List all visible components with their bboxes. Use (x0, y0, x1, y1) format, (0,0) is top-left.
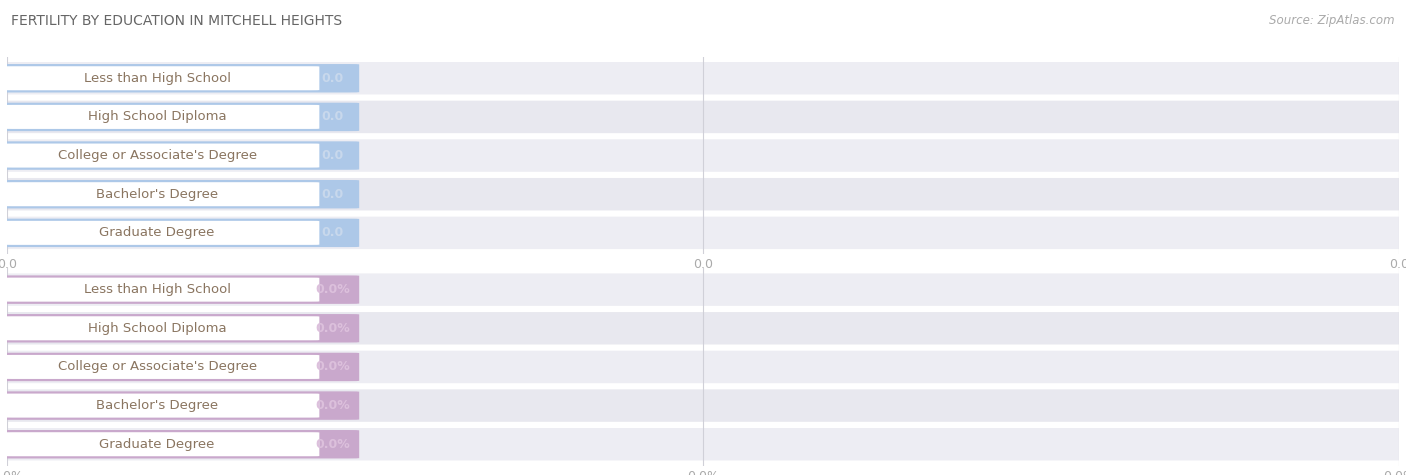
Text: 0.0: 0.0 (322, 227, 344, 239)
Text: FERTILITY BY EDUCATION IN MITCHELL HEIGHTS: FERTILITY BY EDUCATION IN MITCHELL HEIGH… (11, 14, 343, 28)
FancyBboxPatch shape (0, 430, 359, 458)
Text: Bachelor's Degree: Bachelor's Degree (96, 399, 218, 412)
FancyBboxPatch shape (7, 139, 1399, 172)
FancyBboxPatch shape (7, 351, 1399, 383)
FancyBboxPatch shape (7, 390, 1399, 422)
FancyBboxPatch shape (4, 221, 319, 245)
FancyBboxPatch shape (4, 66, 319, 90)
Text: High School Diploma: High School Diploma (87, 110, 226, 124)
Text: Source: ZipAtlas.com: Source: ZipAtlas.com (1270, 14, 1395, 27)
Text: Graduate Degree: Graduate Degree (100, 438, 215, 451)
Text: 0.0: 0.0 (322, 149, 344, 162)
FancyBboxPatch shape (7, 217, 1399, 249)
FancyBboxPatch shape (4, 432, 319, 456)
Text: 0.0%: 0.0% (315, 399, 350, 412)
Text: 0.0: 0.0 (322, 72, 344, 85)
FancyBboxPatch shape (0, 353, 359, 381)
FancyBboxPatch shape (4, 105, 319, 129)
Text: Bachelor's Degree: Bachelor's Degree (96, 188, 218, 201)
Text: College or Associate's Degree: College or Associate's Degree (58, 361, 257, 373)
FancyBboxPatch shape (0, 103, 359, 131)
FancyBboxPatch shape (0, 218, 359, 247)
FancyBboxPatch shape (0, 180, 359, 209)
Text: Graduate Degree: Graduate Degree (100, 227, 215, 239)
FancyBboxPatch shape (7, 274, 1399, 306)
FancyBboxPatch shape (4, 143, 319, 168)
FancyBboxPatch shape (7, 101, 1399, 133)
FancyBboxPatch shape (4, 277, 319, 302)
FancyBboxPatch shape (0, 391, 359, 420)
Text: High School Diploma: High School Diploma (87, 322, 226, 335)
Text: Less than High School: Less than High School (83, 283, 231, 296)
Text: 0.0%: 0.0% (315, 322, 350, 335)
FancyBboxPatch shape (4, 316, 319, 340)
FancyBboxPatch shape (7, 312, 1399, 344)
Text: College or Associate's Degree: College or Associate's Degree (58, 149, 257, 162)
FancyBboxPatch shape (0, 142, 359, 170)
Text: 0.0: 0.0 (322, 188, 344, 201)
FancyBboxPatch shape (7, 178, 1399, 210)
Text: 0.0%: 0.0% (315, 283, 350, 296)
FancyBboxPatch shape (4, 182, 319, 206)
FancyBboxPatch shape (7, 428, 1399, 460)
Text: 0.0: 0.0 (322, 110, 344, 124)
Text: 0.0%: 0.0% (315, 438, 350, 451)
FancyBboxPatch shape (0, 276, 359, 304)
Text: 0.0%: 0.0% (315, 361, 350, 373)
Text: Less than High School: Less than High School (83, 72, 231, 85)
FancyBboxPatch shape (0, 64, 359, 93)
FancyBboxPatch shape (4, 355, 319, 379)
FancyBboxPatch shape (7, 62, 1399, 95)
FancyBboxPatch shape (4, 394, 319, 418)
FancyBboxPatch shape (0, 314, 359, 342)
